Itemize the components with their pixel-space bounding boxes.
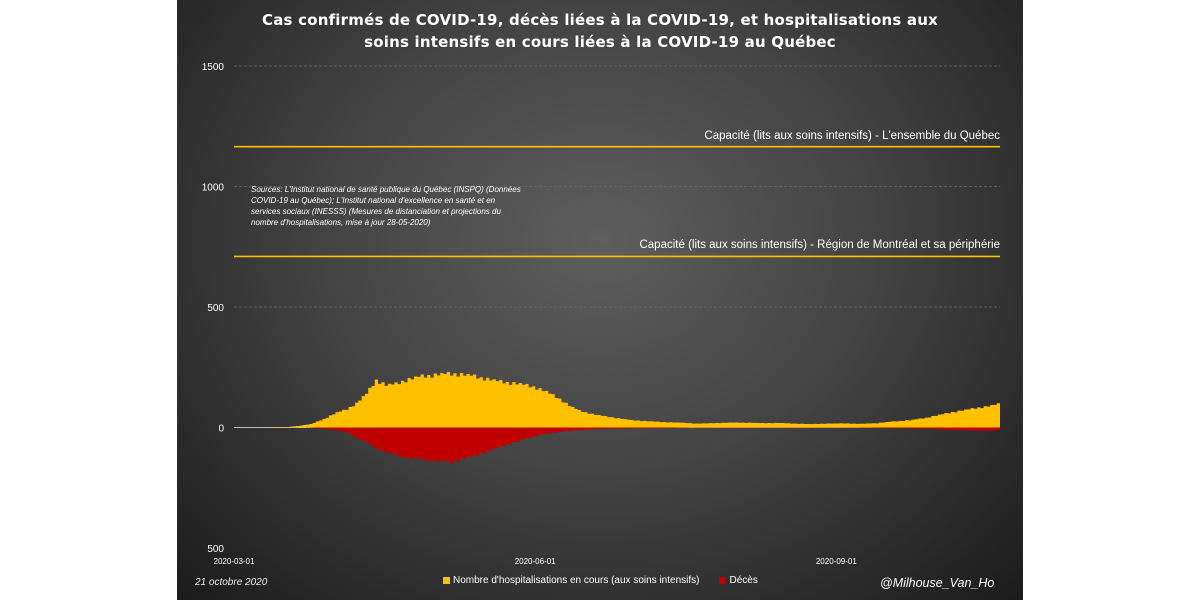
area-layer xyxy=(234,371,1000,464)
x-tick-label: 2020-09-01 xyxy=(816,557,857,566)
capacity-label-montreal: Capacité (lits aux soins intensifs) - Ré… xyxy=(639,239,1000,252)
y-tick-label: 500 xyxy=(207,544,224,555)
y-tick-label: 1500 xyxy=(202,62,225,73)
reference-lines xyxy=(234,145,1000,258)
x-tick-label: 2020-03-01 xyxy=(214,557,255,566)
legend-item-deces: Décès xyxy=(719,575,758,586)
capacity-label-quebec: Capacité (lits aux soins intensifs) - L'… xyxy=(704,129,1000,142)
sources-note: Sources: L'Institut national de santé pu… xyxy=(251,185,521,227)
footer-date: 21 octobre 2020 xyxy=(195,577,268,588)
tick-labels: 1500 1000 500 0 500 2020-03-01 2020-06-01 2020-… xyxy=(202,62,858,566)
y-axis-label: NOMBRE TOTAL ENREGISTRÉ PAR JOUR xyxy=(114,179,126,380)
series-hospitalisations xyxy=(234,371,1000,428)
legend-label-hospitalisations: Nombre d'hospitalisations en cours (aux … xyxy=(453,575,700,586)
legend-item-hospitalisations: Nombre d'hospitalisations en cours (aux … xyxy=(443,575,699,586)
legend: Nombre d'hospitalisations en cours (aux … xyxy=(443,575,778,586)
chart-title-line-2: soins intensifs en cours liées à la COVI… xyxy=(364,33,836,51)
chart-panel xyxy=(177,0,1023,600)
y-tick-label: 0 xyxy=(218,424,224,435)
chart-title: Cas confirmés de COVID-19, décès liées à… xyxy=(177,9,1023,53)
y-tick-label: 500 xyxy=(207,303,224,314)
author-handle: @Milhouse_Van_Ho xyxy=(880,576,995,590)
legend-swatch-hospitalisations xyxy=(443,577,450,584)
series-deces xyxy=(234,427,1000,464)
y-tick-label: 1000 xyxy=(202,183,225,194)
legend-swatch-deces xyxy=(719,577,727,584)
x-tick-label: 2020-06-01 xyxy=(515,557,556,566)
chart-title-line-1: Cas confirmés de COVID-19, décès liées à… xyxy=(262,11,938,29)
legend-label-deces: Décès xyxy=(729,575,758,586)
